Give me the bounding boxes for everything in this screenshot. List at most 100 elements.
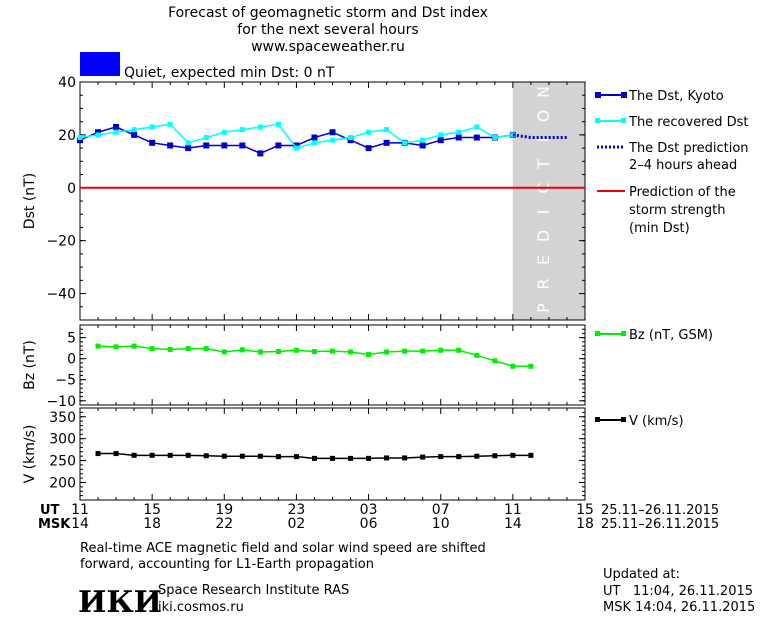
v-series-point (510, 452, 516, 458)
legend-dst-recovered-label: The recovered Dst (628, 115, 748, 130)
propagation-note-line1: Real-time ACE magnetic field and solar w… (80, 541, 486, 556)
legend-dst-kyoto: The Dst, Kyoto (595, 89, 724, 104)
bz-series-point (330, 348, 335, 354)
chart-title-line1: Forecast of geomagnetic storm and Dst in… (168, 5, 488, 21)
legend-bz-label: Bz (nT, GSM) (629, 328, 713, 343)
dst-ytick-label: −20 (46, 234, 76, 250)
legend-dst-prediction-label-1: The Dst prediction (628, 141, 749, 156)
v-series-point (366, 455, 372, 461)
msk-tick-label: 22 (215, 516, 233, 532)
v-series-point (95, 451, 101, 457)
dst-series-point (293, 145, 299, 151)
v-panel: 200 250 300 350 V (km/s) (22, 407, 586, 501)
v-ylabel: V (km/s) (22, 425, 38, 484)
msk-tick-label: 18 (143, 516, 161, 532)
dst-frame (79, 81, 586, 321)
prediction-letter: I (534, 210, 553, 215)
bz-series-point (113, 344, 119, 350)
dst-series-point (203, 142, 210, 149)
dst-series-point (203, 135, 209, 141)
v-series-point (185, 452, 191, 458)
dst-series-point (149, 124, 155, 130)
bz-ytick-label: −10 (46, 394, 76, 410)
ut-tick-label: 11 (504, 502, 522, 518)
dst-series-point (329, 129, 336, 136)
ut-tick-label: 07 (432, 502, 450, 518)
v-series-point (474, 453, 480, 459)
dst-series-point (95, 132, 101, 138)
v-series-point (402, 455, 408, 461)
bz-series-point (149, 346, 155, 352)
prediction-letter: I (534, 138, 553, 143)
prediction-letter: R (534, 278, 553, 289)
dst-ytick-label: 40 (58, 75, 76, 91)
dst-series-point (95, 129, 102, 136)
msk-tick-label: 10 (432, 516, 450, 532)
v-series-point (528, 452, 534, 458)
institute-name: Space Research Institute RAS (158, 583, 350, 598)
v-series-point (330, 455, 335, 461)
msk-tick-label: 14 (504, 516, 522, 532)
v-series-point (149, 452, 155, 458)
dst-series-point (348, 135, 354, 141)
institute-url: iki.cosmos.ru (158, 600, 244, 615)
msk-tick-label: 14 (71, 516, 89, 532)
bz-series-point (185, 346, 191, 352)
dst-series-point (131, 131, 138, 138)
legend-v-label: V (km/s) (629, 414, 684, 429)
bz-series-point (131, 343, 137, 349)
v-series-point (420, 454, 426, 460)
v-series-point (438, 454, 444, 460)
prediction-letter: O (534, 110, 553, 123)
dst-series-point (474, 124, 480, 130)
dst-series-point (473, 134, 480, 141)
ut-date-range: 25.11–26.11.2015 (601, 503, 719, 518)
bz-series-point (528, 363, 534, 369)
bz-ylabel: Bz (nT) (22, 340, 38, 390)
ut-axis-label: UT (40, 503, 60, 518)
msk-axis-label: MSK (38, 517, 71, 532)
dst-series-point (275, 142, 282, 149)
dst-series-point (77, 137, 83, 144)
bz-series-point (167, 346, 173, 352)
v-series-point (456, 454, 462, 460)
dst-series-point (77, 135, 83, 141)
dst-series-line (512, 133, 567, 140)
dst-series-point (492, 135, 498, 141)
bz-series-point (456, 347, 462, 353)
dst-series-point (257, 124, 263, 130)
dst-series-point (221, 142, 228, 149)
dst-series-point (131, 127, 137, 133)
v-series-point (293, 454, 299, 460)
dst-series-point (330, 137, 335, 143)
legend-v: V (km/s) (595, 414, 684, 429)
dst-series-point (384, 127, 390, 133)
bz-series-point (402, 348, 408, 354)
prediction-letter: N (534, 86, 553, 98)
dst-series-point (221, 129, 227, 135)
bz-series-point (492, 358, 498, 364)
v-series-point (384, 455, 390, 461)
dst-series-point (257, 150, 264, 157)
bz-series-point (203, 346, 209, 352)
ut-tick-label: 15 (576, 502, 594, 518)
dst-series-point (185, 140, 191, 146)
dst-series-point (113, 129, 119, 135)
bz-series-point (420, 348, 426, 354)
legend-dst-prediction-label-2: 2–4 hours ahead (629, 158, 737, 173)
v-frame (79, 407, 586, 501)
v-series-point (131, 452, 137, 458)
dst-series-point (456, 129, 462, 135)
prediction-letter: T (534, 159, 553, 170)
dst-series-point (113, 123, 120, 130)
bz-series-point (221, 349, 227, 355)
bz-series-point (239, 347, 245, 353)
dst-ytick-label: 0 (67, 181, 76, 197)
dst-series-point (311, 140, 317, 146)
bz-series-point (257, 349, 263, 355)
dst-series-point (239, 127, 245, 133)
dst-series-point (185, 145, 192, 152)
msk-tick-label: 06 (360, 516, 378, 532)
legend-bz: Bz (nT, GSM) (595, 328, 713, 343)
